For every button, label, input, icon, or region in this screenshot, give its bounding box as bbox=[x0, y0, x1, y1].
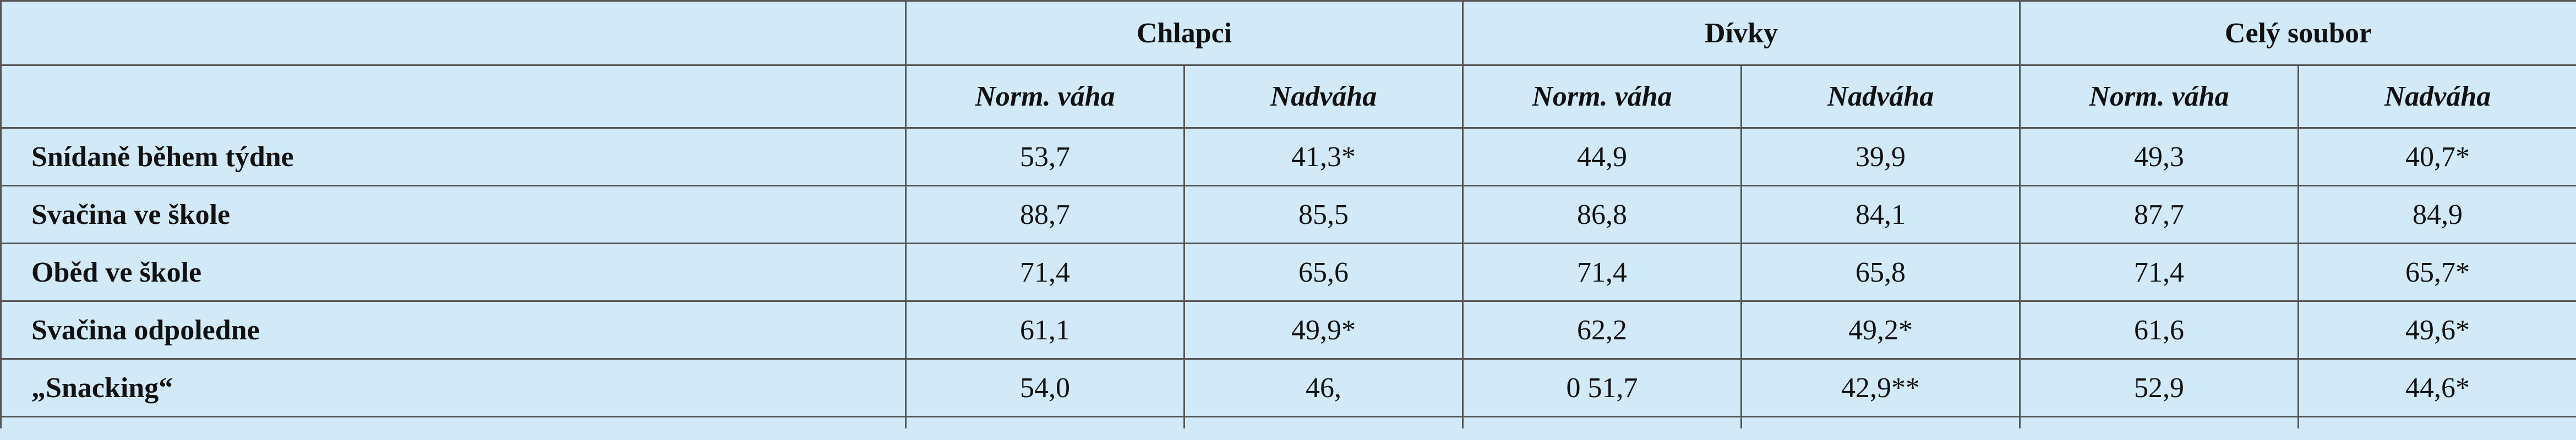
group-header: Celý soubor bbox=[2019, 0, 2576, 66]
value-cell: 61,1 bbox=[905, 300, 1185, 360]
data-row: „Snacking“ 54,0 46, 0 51,7 42,9** 52,9 44,6* bbox=[0, 358, 2576, 417]
data-row: Oběd ve škole 71,4 65,6 71,4 65,8 71,4 65,7* bbox=[0, 243, 2576, 302]
subheader-row: Norm. váha Nadváha Norm. váha Nadváha Norm. … bbox=[0, 64, 2576, 129]
empty-cell bbox=[1183, 416, 1464, 428]
value-cell: 85,5 bbox=[1183, 185, 1464, 244]
subheader: Nadváha bbox=[2297, 64, 2576, 129]
value-cell: 65,6 bbox=[1183, 243, 1464, 302]
value-cell: 65,8 bbox=[1740, 243, 2021, 302]
row-label: Snídaně během týdne bbox=[0, 127, 907, 186]
value-cell: 41,3* bbox=[1183, 127, 1464, 186]
value-cell: 84,1 bbox=[1740, 185, 2021, 244]
value-cell: 42,9** bbox=[1740, 358, 2021, 417]
data-row: Snídaně během týdne 53,7 41,3* 44,9 39,9 49,3… bbox=[0, 127, 2576, 186]
row-label: Svačina ve škole bbox=[0, 185, 907, 244]
value-cell: 44,6* bbox=[2297, 358, 2576, 417]
value-cell: 39,9 bbox=[1740, 127, 2021, 186]
value-cell: 49,9* bbox=[1183, 300, 1464, 360]
value-cell: 62,2 bbox=[1462, 300, 1742, 360]
value-cell: 44,9 bbox=[1462, 127, 1742, 186]
value-cell: 0 51,7 bbox=[1462, 358, 1742, 417]
value-cell: 86,8 bbox=[1462, 185, 1742, 244]
value-cell: 40,7* bbox=[2297, 127, 2576, 186]
value-cell: 54,0 bbox=[905, 358, 1185, 417]
row-label: Svačina odpoledne bbox=[0, 300, 907, 360]
empty-cell bbox=[1740, 416, 2021, 428]
data-row: Svačina odpoledne 61,1 49,9* 62,2 49,2* 61,6 4… bbox=[0, 300, 2576, 360]
value-cell: 71,4 bbox=[2019, 243, 2300, 302]
table-body: Chlapci Dívky Celý soubor Norm. váha Nadváha… bbox=[0, 0, 2576, 428]
value-cell: 71,4 bbox=[905, 243, 1185, 302]
value-cell: 53,7 bbox=[905, 127, 1185, 186]
corner-cell bbox=[0, 64, 907, 129]
data-table: Chlapci Dívky Celý soubor Norm. váha Nadváha… bbox=[0, 0, 2576, 428]
corner-cell bbox=[0, 0, 907, 66]
subheader: Nadváha bbox=[1740, 64, 2021, 129]
table-edge bbox=[0, 416, 2576, 428]
subheader: Nadváha bbox=[1183, 64, 1464, 129]
empty-cell bbox=[2019, 416, 2300, 428]
data-row: Svačina ve škole 88,7 85,5 86,8 84,1 87,7 84,9 bbox=[0, 185, 2576, 244]
value-cell: 88,7 bbox=[905, 185, 1185, 244]
group-header-row: Chlapci Dívky Celý soubor bbox=[0, 0, 2576, 66]
empty-cell bbox=[905, 416, 1185, 428]
subheader: Norm. váha bbox=[2019, 64, 2300, 129]
value-cell: 87,7 bbox=[2019, 185, 2300, 244]
value-cell: 49,3 bbox=[2019, 127, 2300, 186]
row-label: „Snacking“ bbox=[0, 358, 907, 417]
empty-cell bbox=[2297, 416, 2576, 428]
group-header: Dívky bbox=[1461, 0, 2021, 66]
value-cell: 84,9 bbox=[2297, 185, 2576, 244]
subheader: Norm. váha bbox=[905, 64, 1185, 129]
empty-cell bbox=[0, 416, 907, 428]
value-cell: 65,7* bbox=[2297, 243, 2576, 302]
value-cell: 49,6* bbox=[2297, 300, 2576, 360]
value-cell: 71,4 bbox=[1462, 243, 1742, 302]
value-cell: 49,2* bbox=[1740, 300, 2021, 360]
subheader: Norm. váha bbox=[1462, 64, 1742, 129]
value-cell: 61,6 bbox=[2019, 300, 2300, 360]
group-header: Chlapci bbox=[905, 0, 1464, 66]
row-label: Oběd ve škole bbox=[0, 243, 907, 302]
value-cell: 52,9 bbox=[2019, 358, 2300, 417]
empty-cell bbox=[1462, 416, 1742, 428]
value-cell: 46, bbox=[1183, 358, 1464, 417]
